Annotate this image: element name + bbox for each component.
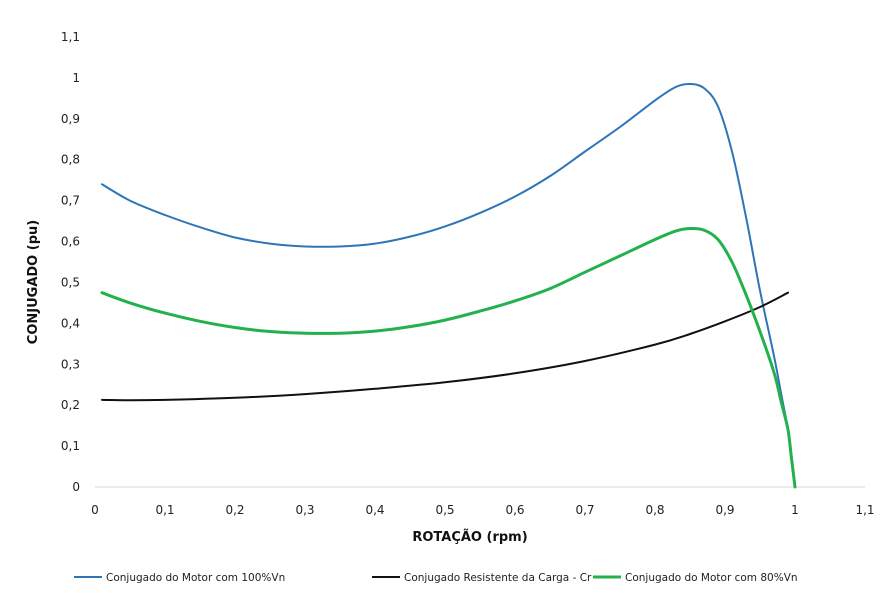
series-line-2 [101,291,789,402]
y-tick-label: 0 [72,480,80,494]
x-tick-label: 0,2 [225,503,244,517]
x-tick-label: 0,7 [575,503,594,517]
x-tick-label: 0,3 [295,503,314,517]
y-tick-label: 1,1 [61,30,80,44]
legend-label: Conjugado Resistente da Carga - Cr [404,572,592,584]
x-tick-label: 0,1 [155,503,174,517]
y-tick-label: 0,2 [61,398,80,412]
x-axis-ticks: 0 0,1 0,2 0,3 0,4 0,5 0,6 0,7 0,8 0,9 1 1,1 [91,503,874,517]
x-tick-label: 1 [791,503,799,517]
y-axis-title: CONJUGADO (pu) [26,220,41,344]
x-tick-label: 0,4 [365,503,384,517]
y-tick-label: 0,5 [61,275,80,289]
y-tick-label: 0,4 [61,316,80,330]
x-tick-label: 0,8 [645,503,664,517]
legend-label: Conjugado do Motor com 80%Vn [625,572,798,584]
x-tick-label: 0,6 [505,503,524,517]
series-lines [100,82,797,489]
y-tick-label: 0,7 [61,194,80,208]
x-tick-label: 1,1 [855,503,874,517]
y-tick-label: 0,8 [61,153,80,167]
y-tick-label: 0,1 [61,439,80,453]
y-axis-ticks: 0 0,1 0,2 0,3 0,4 0,5 0,6 0,7 0,8 0,9 1 1,1 [61,30,80,494]
x-axis-title: ROTAÇÃO (rpm) [412,529,527,545]
legend: Conjugado do Motor com 100%Vn Conjugado R… [74,572,798,584]
legend-label: Conjugado do Motor com 100%Vn [106,572,285,584]
series-line-3 [100,226,797,489]
x-tick-label: 0 [91,503,99,517]
y-tick-label: 0,9 [61,112,80,126]
x-tick-label: 0,9 [715,503,734,517]
x-tick-label: 0,5 [435,503,454,517]
y-tick-label: 0,6 [61,235,80,249]
y-tick-label: 1 [72,71,80,85]
series-line-1 [101,82,796,488]
y-tick-label: 0,3 [61,357,80,371]
